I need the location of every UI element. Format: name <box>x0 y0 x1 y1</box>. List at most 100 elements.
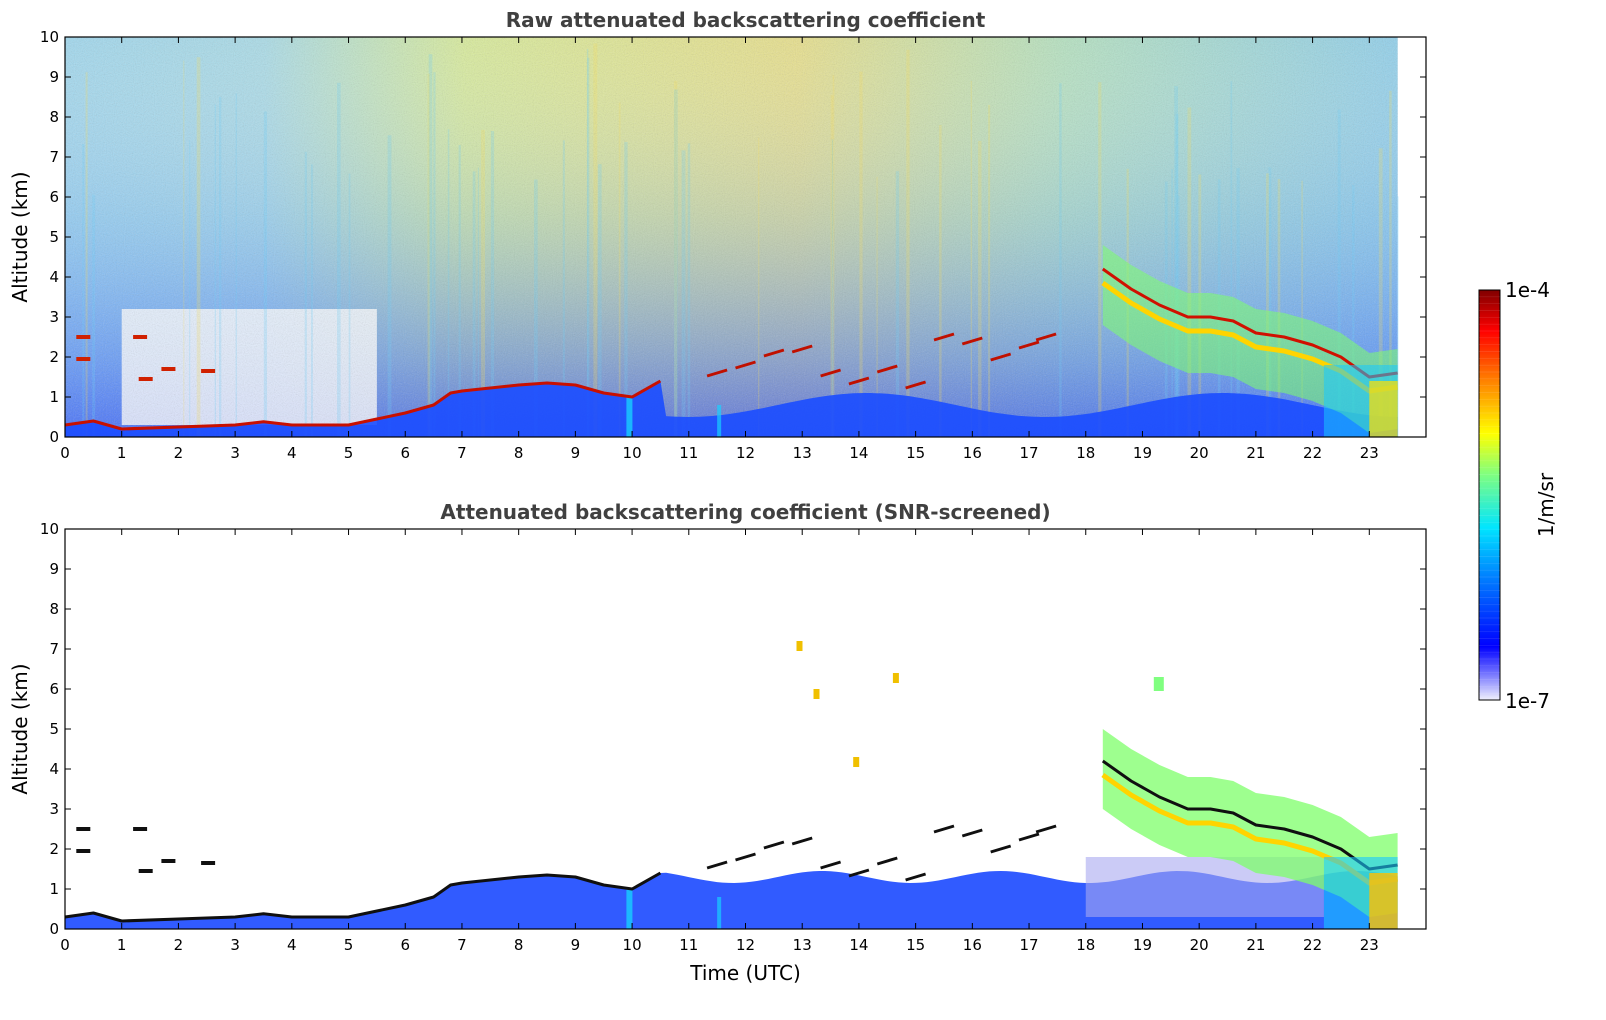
raw-elevated-fragment <box>201 369 216 373</box>
screened-elevated-fragment <box>76 849 91 853</box>
x-tick-label: 9 <box>571 936 581 954</box>
x-tick-label: 19 <box>1133 936 1152 954</box>
raw-cloud-fragment <box>933 332 955 342</box>
raw-elevated-fragment <box>76 357 91 361</box>
x-tick-label: 6 <box>400 444 410 462</box>
panel1-axes: 0 1 2 3 4 5 6 7 8 9 10 11 12 13 14 15 16 17 18 19 20 21 22 2301… <box>40 28 1427 462</box>
y-tick-label: 9 <box>49 560 59 578</box>
panel1-plot-area <box>64 37 1399 438</box>
x-tick-label: 9 <box>571 444 581 462</box>
x-tick-label: 10 <box>623 936 642 954</box>
colorbar-gradient <box>1478 289 1501 701</box>
screened-isolated-return <box>796 641 803 651</box>
raw-cloud-fragment <box>961 336 983 346</box>
screened-cloud-fragment <box>961 828 983 838</box>
screened-cloud-fragment <box>735 852 756 862</box>
y-tick-label: 6 <box>49 680 59 698</box>
panel2-plot-area <box>64 641 1398 929</box>
raw-backscatter-panel: Raw attenuated backscattering coefficien… <box>8 8 1427 462</box>
x-tick-label: 18 <box>1076 444 1095 462</box>
x-tick-label: 17 <box>1019 444 1038 462</box>
raw-elevated-fragment <box>138 377 153 381</box>
y-tick-label: 1 <box>49 388 59 406</box>
x-tick-label: 18 <box>1076 936 1095 954</box>
y-tick-label: 3 <box>49 308 59 326</box>
y-tick-label: 2 <box>49 348 59 366</box>
y-tick-label: 6 <box>49 188 59 206</box>
x-tick-label: 5 <box>344 936 354 954</box>
raw-descending-cloud-body <box>1102 245 1398 433</box>
raw-elevated-fragment <box>161 367 176 371</box>
x-tick-label: 0 <box>60 444 70 462</box>
x-tick-label: 10 <box>623 444 642 462</box>
screened-cloud-fragment <box>820 860 842 870</box>
raw-boundary-layer-top <box>64 379 662 431</box>
screened-cloud-fragment <box>905 872 927 882</box>
panel2-axes: 0 1 2 3 4 5 6 7 8 9 10 11 12 13 14 15 16 17 18 19 20 21 22 2301… <box>40 520 1427 954</box>
screened-elevated-fragment <box>76 827 91 831</box>
screened-elevated-fragment <box>133 827 148 831</box>
x-tick-label: 15 <box>906 444 925 462</box>
x-tick-label: 8 <box>514 936 524 954</box>
x-tick-label: 14 <box>849 444 868 462</box>
raw-vertical-streak <box>1397 196 1399 437</box>
y-tick-label: 10 <box>40 520 59 538</box>
screened-isolated-return <box>892 673 899 683</box>
x-tick-label: 22 <box>1303 444 1322 462</box>
raw-cloud-fragment <box>1035 332 1057 342</box>
screened-cloud-fragment <box>1035 824 1057 834</box>
x-tick-label: 16 <box>963 444 982 462</box>
x-tick-label: 12 <box>736 444 755 462</box>
y-tick-label: 0 <box>49 428 59 446</box>
raw-cyan-column <box>626 397 633 437</box>
x-tick-label: 4 <box>287 444 297 462</box>
x-tick-label: 23 <box>1360 936 1379 954</box>
x-tick-label: 23 <box>1360 444 1379 462</box>
y-tick-label: 1 <box>49 880 59 898</box>
x-tick-label: 1 <box>117 444 127 462</box>
y-tick-label: 0 <box>49 920 59 938</box>
x-tick-label: 17 <box>1019 936 1038 954</box>
x-tick-label: 21 <box>1246 936 1265 954</box>
x-tick-label: 14 <box>849 936 868 954</box>
x-tick-label: 21 <box>1246 444 1265 462</box>
x-tick-label: 3 <box>230 936 240 954</box>
raw-cloud-fragment <box>876 364 898 374</box>
y-tick-label: 4 <box>49 268 59 286</box>
x-tick-label: 5 <box>344 444 354 462</box>
x-tick-label: 13 <box>793 936 812 954</box>
screened-boundary-layer-top <box>64 871 662 923</box>
screened-cloud-fragment <box>876 856 898 866</box>
y-tick-label: 5 <box>49 720 59 738</box>
screened-isolated-return <box>853 757 860 767</box>
screened-cloud-fragment <box>1018 832 1040 842</box>
raw-precip-column <box>1369 381 1398 437</box>
x-tick-label: 6 <box>400 936 410 954</box>
screened-cloud-fragment <box>990 844 1012 854</box>
y-tick-label: 2 <box>49 840 59 858</box>
y-tick-label: 4 <box>49 760 59 778</box>
x-tick-label: 3 <box>230 444 240 462</box>
raw-elevated-fragment <box>133 335 148 339</box>
x-tick-label: 20 <box>1190 444 1209 462</box>
panel2-title: Attenuated backscattering coefficient (S… <box>440 500 1050 524</box>
screened-isolated-return <box>813 689 820 699</box>
x-tick-label: 22 <box>1303 936 1322 954</box>
raw-descending-cloud-top <box>1101 267 1398 379</box>
x-tick-label: 7 <box>457 444 467 462</box>
screened-cyan-column <box>626 889 633 929</box>
raw-cloud-fragment <box>990 352 1012 362</box>
screened-cloud-fragment <box>791 836 813 846</box>
raw-cloud-fragment <box>791 344 813 354</box>
raw-cloud-fragment <box>820 368 842 378</box>
raw-cloud-fragment <box>848 376 870 386</box>
raw-cloud-fragment <box>905 380 927 390</box>
raw-cyan-column <box>717 405 722 437</box>
screened-elevated-fragment <box>138 869 153 873</box>
x-tick-label: 12 <box>736 936 755 954</box>
screened-cloud-fragment <box>933 824 955 834</box>
screened-cloud-fragment <box>763 840 785 850</box>
screened-descending-cloud-top <box>1101 759 1398 871</box>
x-tick-label: 2 <box>174 444 184 462</box>
